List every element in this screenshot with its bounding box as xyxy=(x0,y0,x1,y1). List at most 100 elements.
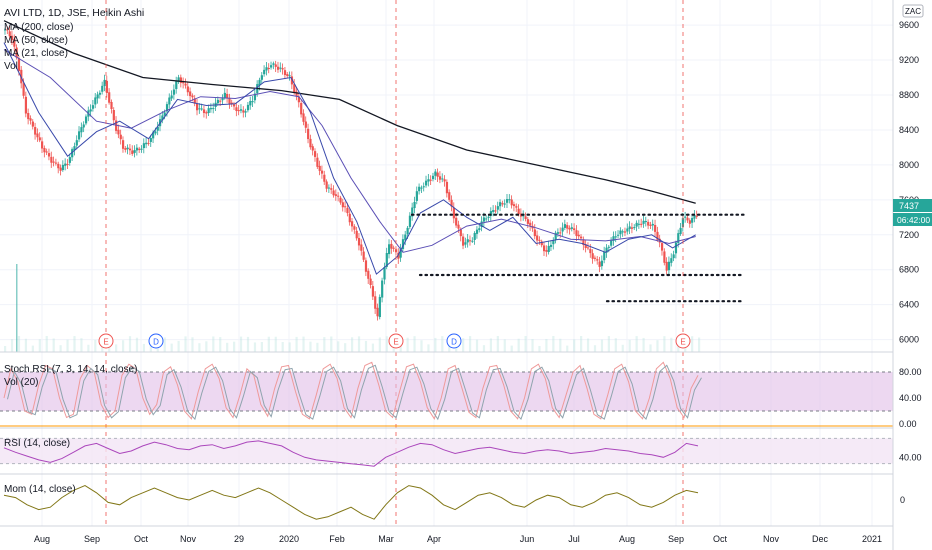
indicator-ma200[interactable]: MA (200, close) xyxy=(4,22,73,33)
volume-bar xyxy=(121,340,125,352)
volume-bar xyxy=(531,339,534,352)
candle-body xyxy=(443,179,446,182)
momentum-line xyxy=(3,485,699,520)
candle-body xyxy=(598,261,601,267)
candle-body xyxy=(29,118,32,121)
event-marker-label: D xyxy=(153,338,159,347)
candle-body xyxy=(260,75,263,80)
candle-body xyxy=(656,231,659,240)
candle-body xyxy=(543,245,546,252)
candle-body xyxy=(61,164,65,171)
volume-bar xyxy=(607,336,610,352)
candle-body xyxy=(205,112,208,114)
volume-bar xyxy=(503,339,506,352)
candle-body xyxy=(267,68,270,70)
indicator-ma50[interactable]: MA (50, close) xyxy=(4,35,68,46)
candle-body xyxy=(547,245,550,253)
candle-body xyxy=(593,257,597,259)
candle-body xyxy=(112,110,115,121)
candle-body xyxy=(654,224,657,232)
momentum-title[interactable]: Mom (14, close) xyxy=(4,484,76,495)
volume-bar xyxy=(462,338,465,352)
candle-body xyxy=(98,92,102,95)
candle-body xyxy=(274,64,277,67)
candle-body xyxy=(499,202,502,207)
candle-body xyxy=(610,240,613,246)
candle-body xyxy=(545,250,548,252)
countdown-label: 06:42:00 xyxy=(897,215,930,225)
candle-body xyxy=(494,210,497,212)
candle-body xyxy=(383,267,386,280)
candle-body xyxy=(145,142,148,145)
stoch-rsi-title[interactable]: Stoch RSI (7, 3, 14, 14, close) xyxy=(4,364,137,375)
candle-body xyxy=(330,188,333,190)
candle-body xyxy=(573,228,576,231)
candle-body xyxy=(154,131,157,134)
volume-bar xyxy=(642,337,645,352)
candle-body xyxy=(452,207,455,219)
indicator-ma21[interactable]: MA (21, close) xyxy=(4,48,68,59)
candle-body xyxy=(445,181,449,194)
candle-body xyxy=(647,221,650,226)
volume-bar xyxy=(371,343,375,352)
candle-body xyxy=(353,226,356,230)
candle-body xyxy=(459,229,462,237)
volume-bar xyxy=(260,342,263,352)
candle-body xyxy=(80,127,83,133)
candle-body xyxy=(649,224,652,226)
time-tick-label: Oct xyxy=(134,534,149,544)
volume-bar xyxy=(323,337,326,352)
candle-body xyxy=(420,187,423,189)
candle-body xyxy=(54,162,58,164)
candle-body xyxy=(117,129,120,135)
candle-body xyxy=(693,215,696,219)
candle-body xyxy=(524,216,527,219)
candle-body xyxy=(591,253,594,259)
volume-bar xyxy=(10,339,14,352)
candle-body xyxy=(126,147,129,150)
indicator-axis: 80.00 40.00 0.00 40.00 0 xyxy=(899,367,922,505)
time-axis[interactable]: Aug Sep Oct Nov 29 2020 Feb Mar Apr Jun Jul Aug Sep O… xyxy=(34,534,882,544)
price-tick-label: 9600 xyxy=(899,20,919,30)
price-tick-label: 6000 xyxy=(899,335,919,345)
volume-bar xyxy=(17,336,21,352)
candle-body xyxy=(381,280,384,298)
time-tick-label: 2021 xyxy=(862,534,882,544)
candle-body xyxy=(13,39,16,47)
volume-bar xyxy=(628,339,631,352)
price-axis[interactable]: 9600920088008400800076007200680064006000 xyxy=(899,20,919,345)
volume-bar xyxy=(288,342,291,352)
volume-bar xyxy=(649,344,652,352)
candle-body xyxy=(413,201,416,209)
indicator-volume[interactable]: Vol xyxy=(4,61,18,72)
price-tick-label: 7200 xyxy=(899,230,919,240)
candle-body xyxy=(6,29,9,31)
time-tick-label: Feb xyxy=(329,534,345,544)
candle-body xyxy=(244,111,247,113)
candle-body xyxy=(642,220,645,224)
volume-bar xyxy=(538,345,541,352)
candle-body xyxy=(124,148,127,150)
time-tick-label: Nov xyxy=(180,534,197,544)
candle-body xyxy=(651,223,654,226)
volume-bar xyxy=(614,338,617,352)
time-tick-label: Apr xyxy=(427,534,441,544)
candle-body xyxy=(108,92,111,103)
candle-body xyxy=(17,58,21,71)
candle-body xyxy=(272,63,275,65)
time-tick-label: Jun xyxy=(520,534,535,544)
stoch-rsi-sub[interactable]: Vol (20) xyxy=(4,377,38,388)
volume-bar xyxy=(246,336,250,352)
volume-bar xyxy=(378,337,381,352)
candle-body xyxy=(473,232,476,240)
volume-bar xyxy=(198,343,201,352)
candle-body xyxy=(22,83,25,96)
candle-body xyxy=(323,174,326,182)
candle-body xyxy=(667,261,671,271)
candle-body xyxy=(589,249,592,254)
rsi-title[interactable]: RSI (14, close) xyxy=(4,438,70,449)
currency-badge[interactable]: ZAC xyxy=(902,4,924,18)
candle-body xyxy=(575,230,578,236)
